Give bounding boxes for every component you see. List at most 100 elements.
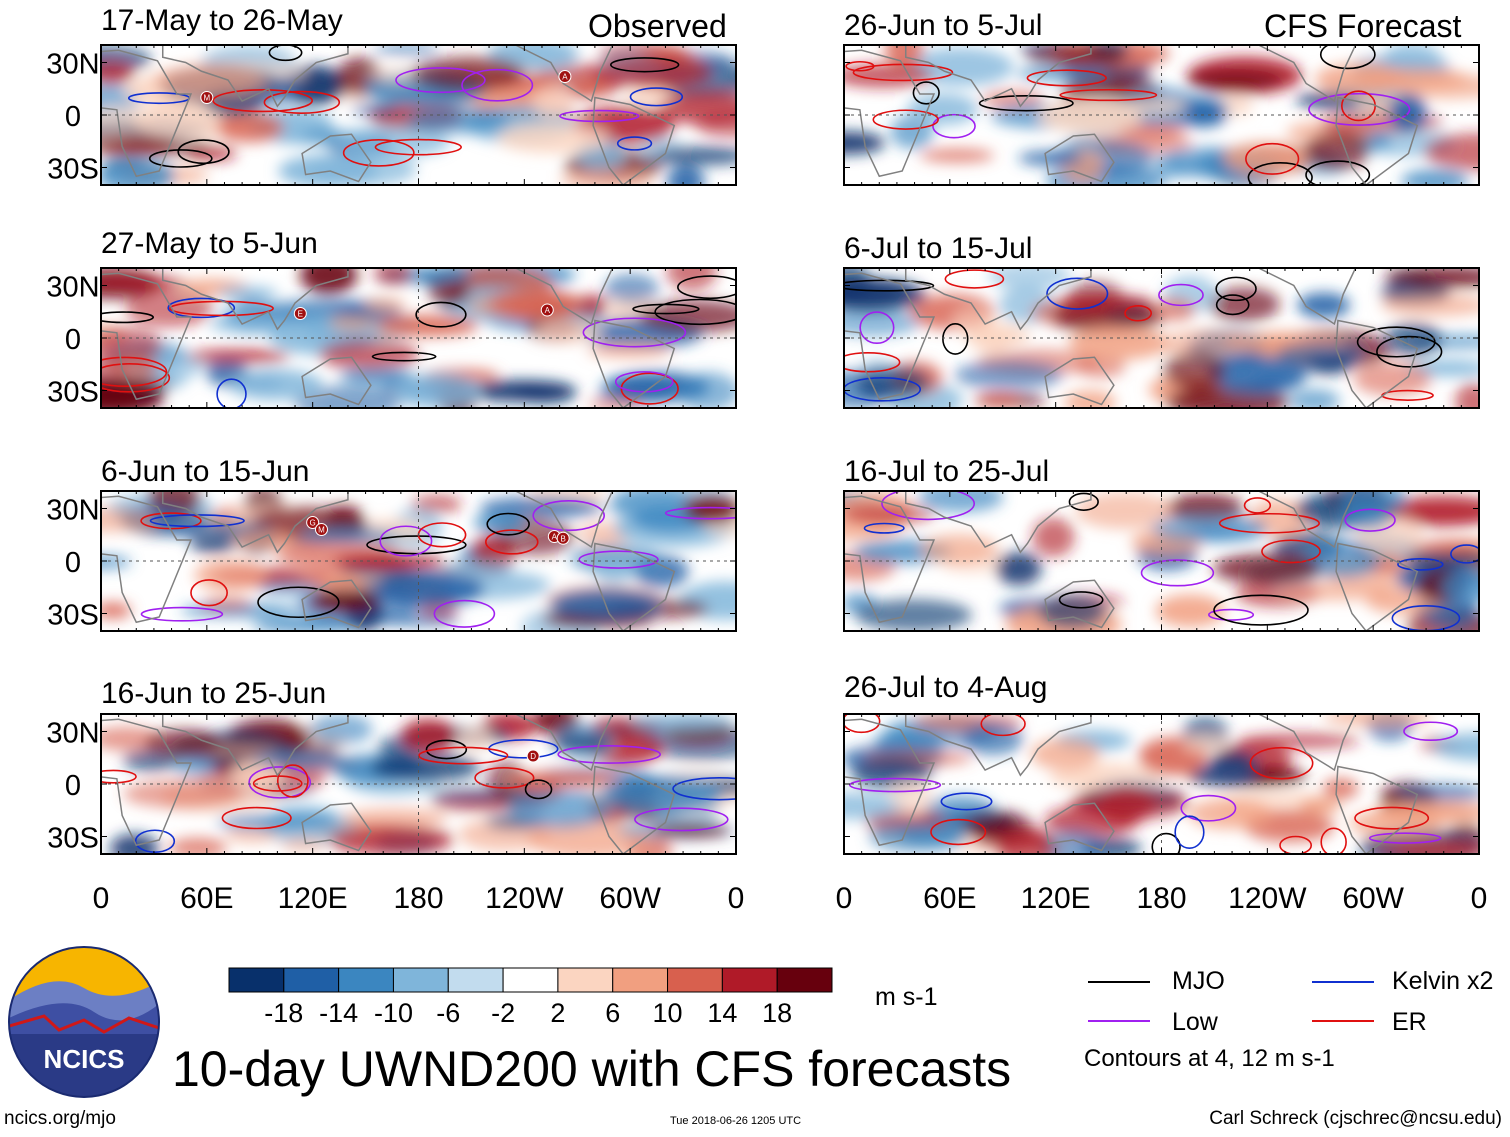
contours-note: Contours at 4, 12 m s-1	[1084, 1045, 1335, 1072]
anomaly-shade	[1018, 151, 1083, 166]
anomaly-shade	[508, 789, 612, 829]
panel-ticks	[100, 268, 737, 408]
storm-marker-label: E	[298, 310, 303, 319]
anomaly-shade	[373, 268, 413, 286]
anomaly-shade	[101, 275, 188, 290]
anomaly-shade	[589, 56, 714, 89]
anomaly-shade	[369, 752, 480, 782]
wave-contour	[140, 606, 224, 622]
anomaly-shade	[1405, 551, 1479, 564]
wave-contour	[1308, 92, 1411, 126]
logo-ring	[8, 946, 160, 1098]
anomaly-shade	[1062, 135, 1102, 156]
anomaly-shade	[406, 107, 510, 134]
continent-outline	[1335, 319, 1419, 408]
continent-outline	[844, 49, 936, 178]
wave-contour	[677, 275, 736, 300]
anomaly-shade	[1275, 343, 1364, 366]
storm-marker	[314, 523, 328, 536]
colorbar-label: -18	[264, 998, 303, 1028]
anomaly-shade	[962, 722, 1023, 756]
anomaly-shade	[919, 148, 995, 163]
anomaly-shade	[1289, 389, 1340, 408]
colorbar-bin	[557, 967, 614, 993]
wave-contour	[461, 68, 534, 102]
anomaly-shade	[1125, 99, 1189, 113]
footer-url[interactable]: ncics.org/mjo	[4, 1108, 116, 1129]
wave-contour	[1403, 721, 1459, 742]
anomaly-shade	[677, 372, 736, 408]
anomaly-shade	[187, 348, 291, 364]
anomaly-shade	[1314, 63, 1408, 96]
storm-marker-label: M	[318, 526, 325, 535]
anomaly-shade	[1041, 830, 1107, 854]
wave-contour	[167, 297, 236, 319]
colorbar-bin	[392, 967, 449, 993]
storm-marker	[526, 749, 540, 763]
anomaly-shade	[101, 392, 138, 406]
anomaly-shade	[101, 136, 211, 157]
anomaly-shade	[309, 714, 373, 745]
anomaly-shade	[601, 775, 724, 813]
wave-contour	[610, 57, 680, 73]
lon-tick-label: 60E	[923, 882, 976, 915]
continent-outline	[515, 268, 614, 326]
anomaly-shade	[844, 504, 936, 524]
anomaly-shade	[488, 288, 582, 321]
anomaly-shade	[1384, 268, 1479, 288]
continent-outline	[301, 133, 372, 183]
anomaly-shade	[299, 528, 399, 542]
anomaly-shade	[1304, 131, 1370, 171]
wave-contour	[664, 506, 736, 520]
anomaly-shade	[101, 327, 163, 364]
continent-outline	[592, 96, 676, 185]
anomaly-shade	[890, 115, 934, 149]
anomaly-shade	[844, 131, 885, 155]
x-axis-labels: 0 60E 120E 180 120W 60W 0 0 60E 120E 180 120W 60W 0	[93, 882, 1488, 915]
anomaly-shade	[683, 494, 736, 524]
anomaly-shade	[319, 339, 419, 371]
anomaly-shade	[1322, 778, 1359, 799]
anomaly-shade	[374, 45, 439, 56]
colorbar-label: -14	[319, 998, 358, 1028]
wave-contour	[1151, 832, 1181, 854]
forecast-label: CFS Forecast	[1264, 8, 1462, 44]
anomaly-shade	[1015, 65, 1111, 82]
wave-contour	[263, 90, 341, 115]
continent-outline	[515, 491, 614, 549]
wave-contour	[582, 317, 687, 348]
lon-tick-label: 120W	[485, 882, 564, 915]
lon-tick-label: 120E	[1021, 882, 1091, 915]
wave-contour	[379, 525, 433, 557]
storm-marker	[556, 531, 570, 545]
anomaly-shade	[592, 554, 636, 584]
anomaly-shade	[487, 760, 526, 799]
wave-contour	[221, 806, 292, 830]
map-panel: GM A B 30N 0 30S	[46, 490, 737, 632]
panel-ticks	[100, 714, 737, 854]
wave-contour	[1397, 558, 1444, 571]
lon-tick-label: 180	[393, 882, 443, 915]
anomaly-shade	[976, 392, 1021, 408]
anomaly-shade	[1068, 326, 1170, 360]
anomaly-shade	[101, 158, 175, 185]
continent-outline	[844, 718, 936, 847]
wave-contour	[872, 109, 939, 130]
wave-contour	[845, 60, 875, 72]
wave-contour	[190, 579, 228, 607]
anomaly-shade	[1433, 733, 1479, 761]
wave-contour	[1215, 276, 1257, 302]
wave-contour	[1368, 832, 1442, 844]
map-panel	[843, 490, 1480, 632]
anomaly-shade	[410, 56, 525, 91]
anomaly-shade	[328, 314, 375, 332]
lon-tick-label: 60E	[180, 882, 233, 915]
wave-contour	[371, 351, 437, 362]
wave-contour	[1180, 794, 1237, 822]
anomaly-shade	[1152, 298, 1196, 322]
lat-tick-label: 0	[65, 324, 81, 356]
anomaly-shade	[1338, 506, 1391, 529]
continent-outline	[161, 491, 349, 554]
lon-tick-label: 60W	[599, 882, 661, 915]
anomaly-shade	[1030, 737, 1101, 771]
